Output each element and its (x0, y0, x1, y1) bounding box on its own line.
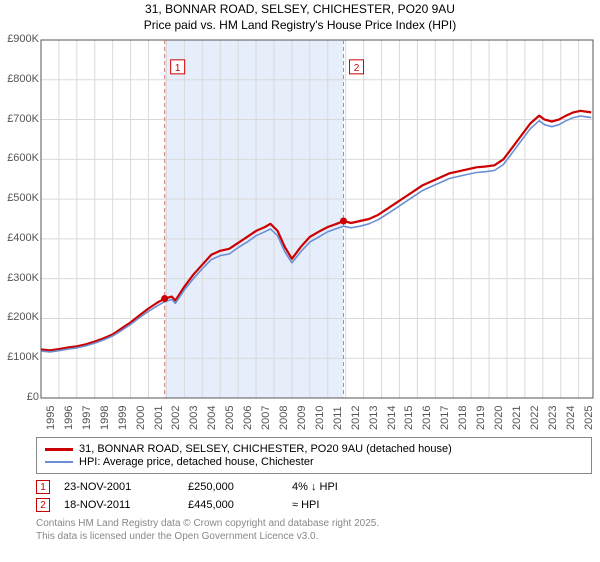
legend-row-series-b: HPI: Average price, detached house, Chic… (45, 456, 583, 468)
x-tick-label: 2022 (529, 406, 541, 430)
svg-text:1: 1 (175, 63, 181, 74)
x-tick-label: 2016 (421, 406, 433, 430)
x-tick-label: 2000 (135, 406, 147, 430)
x-tick-label: 2003 (188, 406, 200, 430)
x-tick-label: 2025 (583, 406, 595, 430)
x-tick-label: 2008 (278, 406, 290, 430)
x-tick-label: 2017 (439, 406, 451, 430)
y-tick-label: £700K (7, 113, 39, 125)
x-tick-label: 2004 (206, 406, 218, 430)
y-tick-label: £900K (7, 33, 39, 45)
price-chart: 12 £0£100K£200K£300K£400K£500K£600K£700K… (5, 38, 595, 433)
x-tick-label: 2010 (314, 406, 326, 430)
sales-table: 1 23-NOV-2001 £250,000 4% ↓ HPI 2 18-NOV… (36, 480, 592, 512)
legend-swatch-b (45, 461, 73, 463)
sale-date: 23-NOV-2001 (64, 481, 174, 493)
sale-hpi: 4% ↓ HPI (292, 481, 402, 493)
footer-line-2: This data is licensed under the Open Gov… (36, 531, 592, 544)
y-tick-label: £600K (7, 152, 39, 164)
x-tick-label: 2019 (475, 406, 487, 430)
table-row: 2 18-NOV-2011 £445,000 ≈ HPI (36, 498, 592, 512)
x-tick-label: 2011 (332, 406, 344, 430)
x-tick-label: 2002 (170, 406, 182, 430)
footer-line-1: Contains HM Land Registry data © Crown c… (36, 518, 592, 531)
y-tick-label: £200K (7, 311, 39, 323)
y-tick-label: £100K (7, 351, 39, 363)
x-tick-label: 1999 (117, 406, 129, 430)
x-tick-label: 2007 (260, 406, 272, 430)
x-tick-label: 2023 (547, 406, 559, 430)
x-tick-label: 1997 (81, 406, 93, 430)
x-tick-label: 2006 (242, 406, 254, 430)
x-tick-label: 1996 (63, 406, 75, 430)
x-tick-label: 2024 (565, 406, 577, 430)
x-tick-label: 2012 (350, 406, 362, 430)
sale-price: £445,000 (188, 499, 278, 511)
legend: 31, BONNAR ROAD, SELSEY, CHICHESTER, PO2… (36, 437, 592, 474)
sale-date: 18-NOV-2011 (64, 499, 174, 511)
x-tick-label: 2021 (511, 406, 523, 430)
table-row: 1 23-NOV-2001 £250,000 4% ↓ HPI (36, 480, 592, 494)
y-tick-label: £0 (27, 391, 39, 403)
x-tick-label: 1998 (99, 406, 111, 430)
footer: Contains HM Land Registry data © Crown c… (36, 518, 592, 543)
x-tick-label: 2014 (386, 406, 398, 430)
y-tick-label: £400K (7, 232, 39, 244)
page-title: 31, BONNAR ROAD, SELSEY, CHICHESTER, PO2… (0, 2, 600, 16)
x-tick-label: 2001 (153, 406, 165, 430)
y-tick-label: £800K (7, 73, 39, 85)
svg-text:2: 2 (354, 63, 360, 74)
sale-price: £250,000 (188, 481, 278, 493)
x-tick-label: 2009 (296, 406, 308, 430)
sale-hpi: ≈ HPI (292, 499, 402, 511)
x-tick-label: 1995 (45, 406, 57, 430)
marker-badge-2: 2 (36, 498, 50, 512)
marker-badge-1: 1 (36, 480, 50, 494)
x-tick-label: 2015 (403, 406, 415, 430)
legend-row-series-a: 31, BONNAR ROAD, SELSEY, CHICHESTER, PO2… (45, 443, 583, 455)
legend-swatch-a (45, 448, 73, 451)
x-tick-label: 2005 (224, 406, 236, 430)
y-tick-label: £300K (7, 272, 39, 284)
y-tick-label: £500K (7, 192, 39, 204)
x-tick-label: 2020 (493, 406, 505, 430)
legend-label-a: 31, BONNAR ROAD, SELSEY, CHICHESTER, PO2… (79, 443, 452, 455)
x-tick-label: 2013 (368, 406, 380, 430)
x-tick-label: 2018 (457, 406, 469, 430)
chart-svg: 12 (5, 38, 595, 433)
page-subtitle: Price paid vs. HM Land Registry's House … (0, 18, 600, 32)
legend-label-b: HPI: Average price, detached house, Chic… (79, 456, 314, 468)
